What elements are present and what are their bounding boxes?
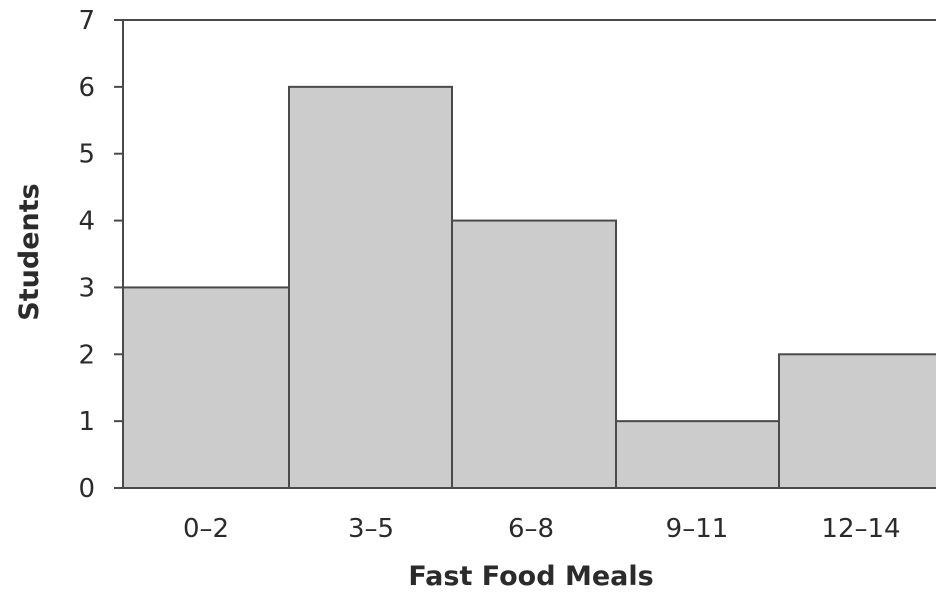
bar-0 [122, 286, 290, 489]
x-tick-label: 6–8 [508, 514, 554, 544]
y-tick-label: 5 [78, 140, 95, 170]
y-tick-label: 3 [78, 273, 95, 303]
y-tick-label: 2 [78, 340, 95, 370]
x-tick-label: 12–14 [821, 514, 900, 544]
y-axis-ticks: 0 1 2 3 4 5 6 7 [78, 6, 123, 504]
y-tick-label: 6 [78, 73, 95, 103]
y-tick-label: 7 [78, 6, 95, 36]
y-axis-title: Students [14, 183, 45, 320]
y-tick-label: 1 [78, 407, 95, 437]
bars-layer [122, 85, 936, 489]
plot-frame [122, 19, 936, 489]
x-tick-label: 0–2 [183, 514, 229, 544]
bar-4 [778, 353, 936, 489]
x-axis-ticks: 0–2 3–5 6–8 9–11 12–14 [183, 514, 901, 544]
bar-1 [288, 85, 453, 489]
x-axis-title: Fast Food Meals [408, 561, 653, 592]
bar-2 [451, 219, 617, 489]
y-tick-label: 4 [78, 207, 95, 237]
bar-3 [615, 420, 780, 489]
y-tick-label: 0 [78, 474, 95, 504]
x-tick-label: 3–5 [348, 514, 394, 544]
x-tick-label: 9–11 [666, 514, 729, 544]
